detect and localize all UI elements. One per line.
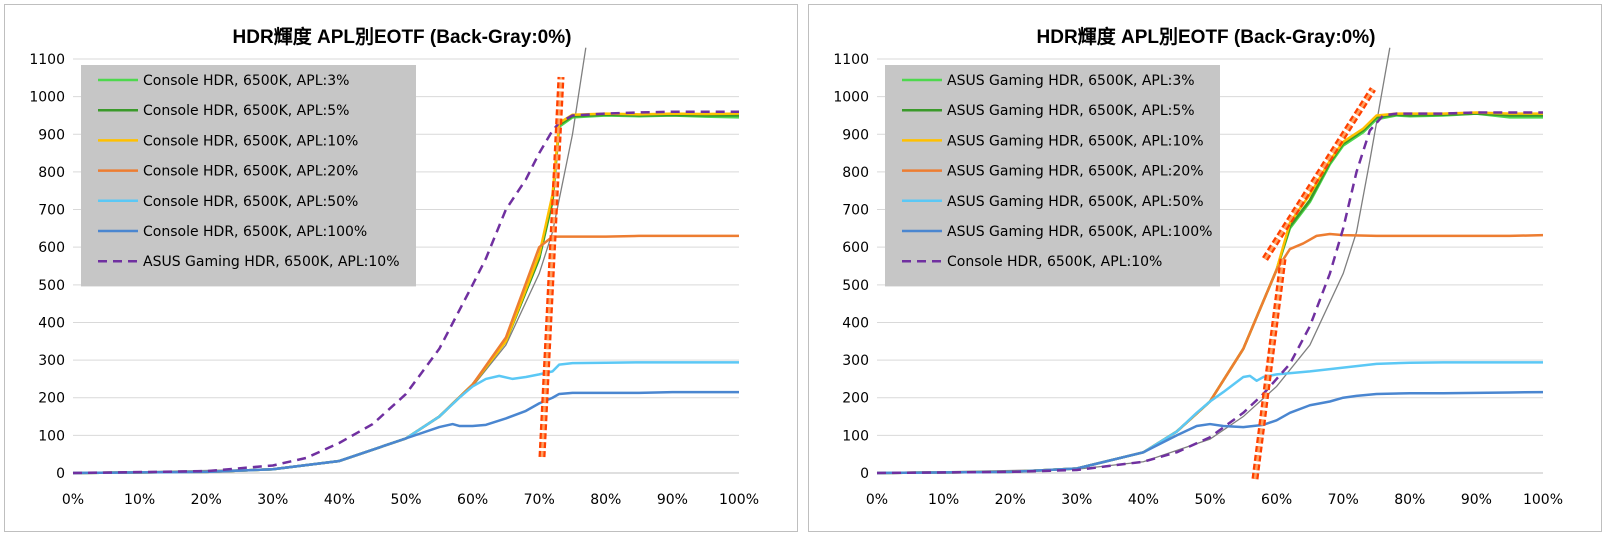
x-tick-label: 20%: [191, 492, 222, 508]
series-line: [72, 390, 739, 475]
x-tick-label: 100%: [1523, 492, 1563, 508]
annotation-marker-inner: [540, 76, 563, 458]
y-tick-label: 500: [38, 278, 65, 294]
y-tick-label: 100: [842, 428, 869, 444]
x-tick-label: 60%: [1261, 492, 1292, 508]
legend-label: ASUS Gaming HDR, 6500K, APL:10%: [947, 133, 1204, 149]
chart-left-title: HDR輝度 APL別EOTF (Back-Gray:0%): [233, 25, 572, 48]
legend-label: ASUS Gaming HDR, 6500K, APL:100%: [947, 224, 1212, 240]
y-tick-label: 700: [842, 203, 869, 219]
y-tick-label: 1100: [833, 52, 869, 68]
y-tick-label: 200: [842, 391, 869, 407]
x-tick-label: 80%: [1394, 492, 1425, 508]
annotation-marker-inner: [1263, 88, 1375, 260]
x-tick-label: 20%: [995, 492, 1026, 508]
y-tick-label: 0: [860, 466, 869, 482]
series-line: [876, 390, 1544, 475]
legend-label: ASUS Gaming HDR, 6500K, APL:50%: [947, 194, 1204, 210]
legend-box: [81, 65, 416, 287]
legend-label: Console HDR, 6500K, APL:20%: [143, 164, 358, 180]
y-tick-label: 900: [38, 127, 65, 143]
y-tick-label: 600: [842, 240, 869, 256]
x-tick-label: 90%: [657, 492, 688, 508]
legend-label: ASUS Gaming HDR, 6500K, APL:5%: [947, 103, 1195, 119]
series-line: [876, 111, 1543, 475]
legend-label: ASUS Gaming HDR, 6500K, APL:3%: [947, 73, 1195, 89]
legend-label: Console HDR, 6500K, APL:10%: [143, 133, 358, 149]
series-line: [72, 361, 739, 475]
legend-box: [885, 65, 1220, 287]
x-tick-label: 100%: [719, 492, 759, 508]
legend-label: Console HDR, 6500K, APL:5%: [143, 103, 349, 119]
chart-left-svg: HDR輝度 APL別EOTF (Back-Gray:0%) 0 100 200 300…: [29, 25, 759, 508]
series-line: [876, 361, 1543, 475]
series-line: [72, 110, 739, 475]
chart-right: HDR輝度 APL別EOTF (Back-Gray:0%) 0 100 200 300…: [808, 4, 1602, 532]
y-tick-label: 600: [38, 240, 65, 256]
x-tick-label: 70%: [1328, 492, 1359, 508]
y-tick-label: 400: [842, 315, 869, 331]
y-tick-label: 0: [56, 466, 65, 482]
x-tick-label: 80%: [590, 492, 621, 508]
chart-right-title: HDR輝度 APL別EOTF (Back-Gray:0%): [1037, 25, 1376, 48]
x-tick-label: 90%: [1461, 492, 1492, 508]
legend-label: Console HDR, 6500K, APL:50%: [143, 194, 358, 210]
x-tick-label: 50%: [390, 492, 421, 508]
y-tick-label: 400: [38, 315, 65, 331]
legend-label: Console HDR, 6500K, APL:3%: [143, 73, 349, 89]
x-tick-label: 30%: [1061, 492, 1092, 508]
x-tick-label: 40%: [324, 492, 355, 508]
y-tick-label: 1100: [29, 52, 65, 68]
x-tick-label: 0%: [62, 492, 84, 508]
legend-label: Console HDR, 6500K, APL:10%: [947, 254, 1162, 270]
y-tick-label: 800: [38, 165, 65, 181]
x-tick-label: 30%: [257, 492, 288, 508]
y-tick-label: 300: [38, 353, 65, 369]
chart-left: HDR輝度 APL別EOTF (Back-Gray:0%) 0 100 200 300…: [4, 4, 798, 532]
legend-label: Console HDR, 6500K, APL:100%: [143, 224, 367, 240]
y-tick-label: 700: [38, 203, 65, 219]
x-tick-label: 0%: [866, 492, 888, 508]
x-tick-label: 10%: [124, 492, 155, 508]
y-tick-label: 200: [38, 391, 65, 407]
y-tick-label: 1000: [833, 90, 869, 106]
chart-right-legend: ASUS Gaming HDR, 6500K, APL:3% ASUS Gamin…: [885, 65, 1220, 287]
chart-left-legend: Console HDR, 6500K, APL:3% Console HDR, 6…: [81, 65, 416, 287]
annotation-marker-inner: [1253, 258, 1285, 480]
legend-label: ASUS Gaming HDR, 6500K, APL:10%: [143, 254, 400, 270]
y-tick-label: 800: [842, 165, 869, 181]
x-tick-label: 60%: [457, 492, 488, 508]
x-tick-label: 40%: [1128, 492, 1159, 508]
y-tick-label: 300: [842, 353, 869, 369]
y-tick-label: 1000: [29, 90, 65, 106]
legend-label: ASUS Gaming HDR, 6500K, APL:20%: [947, 164, 1204, 180]
y-tick-label: 100: [38, 428, 65, 444]
x-tick-label: 10%: [928, 492, 959, 508]
x-tick-label: 50%: [1194, 492, 1225, 508]
chart-right-svg: HDR輝度 APL別EOTF (Back-Gray:0%) 0 100 200 300…: [833, 25, 1563, 508]
y-tick-label: 500: [842, 278, 869, 294]
y-tick-label: 900: [842, 127, 869, 143]
x-tick-label: 70%: [524, 492, 555, 508]
